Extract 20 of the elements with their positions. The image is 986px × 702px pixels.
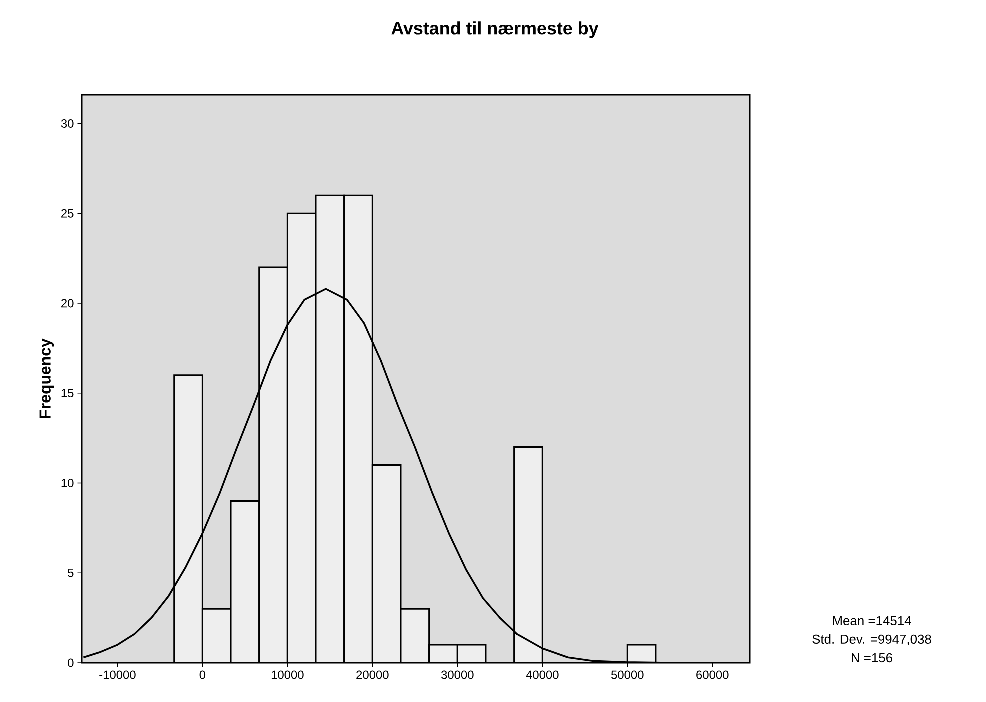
x-tick-label: 10000	[272, 670, 304, 680]
text: Mean =14514	[833, 616, 912, 626]
y-tick-label: 10	[62, 479, 74, 488]
y-tick-label: 5	[68, 568, 74, 578]
x-tick-label: 60000	[696, 670, 729, 680]
y-tick-label: 20	[62, 299, 74, 308]
x-tick-label: 40000	[526, 670, 559, 680]
y-tick-label: 0	[68, 658, 74, 668]
y-tick-label: 25	[62, 209, 74, 218]
x-tick-label: 50000	[611, 670, 644, 680]
chart-title: Avstand til nærmeste by	[392, 22, 599, 38]
x-tick-label: 30000	[441, 670, 474, 680]
y-tick-label: 15	[62, 389, 74, 398]
y-tick-label: 30	[61, 120, 74, 128]
x-tick-label: 20000	[356, 670, 389, 680]
text: Std. Dev. =9947,038	[812, 634, 932, 646]
text: N =156	[852, 653, 892, 663]
y-axis-title: Frequency	[40, 338, 54, 418]
x-tick-label: -10000	[100, 670, 136, 680]
x-tick-label: 0	[200, 670, 206, 680]
